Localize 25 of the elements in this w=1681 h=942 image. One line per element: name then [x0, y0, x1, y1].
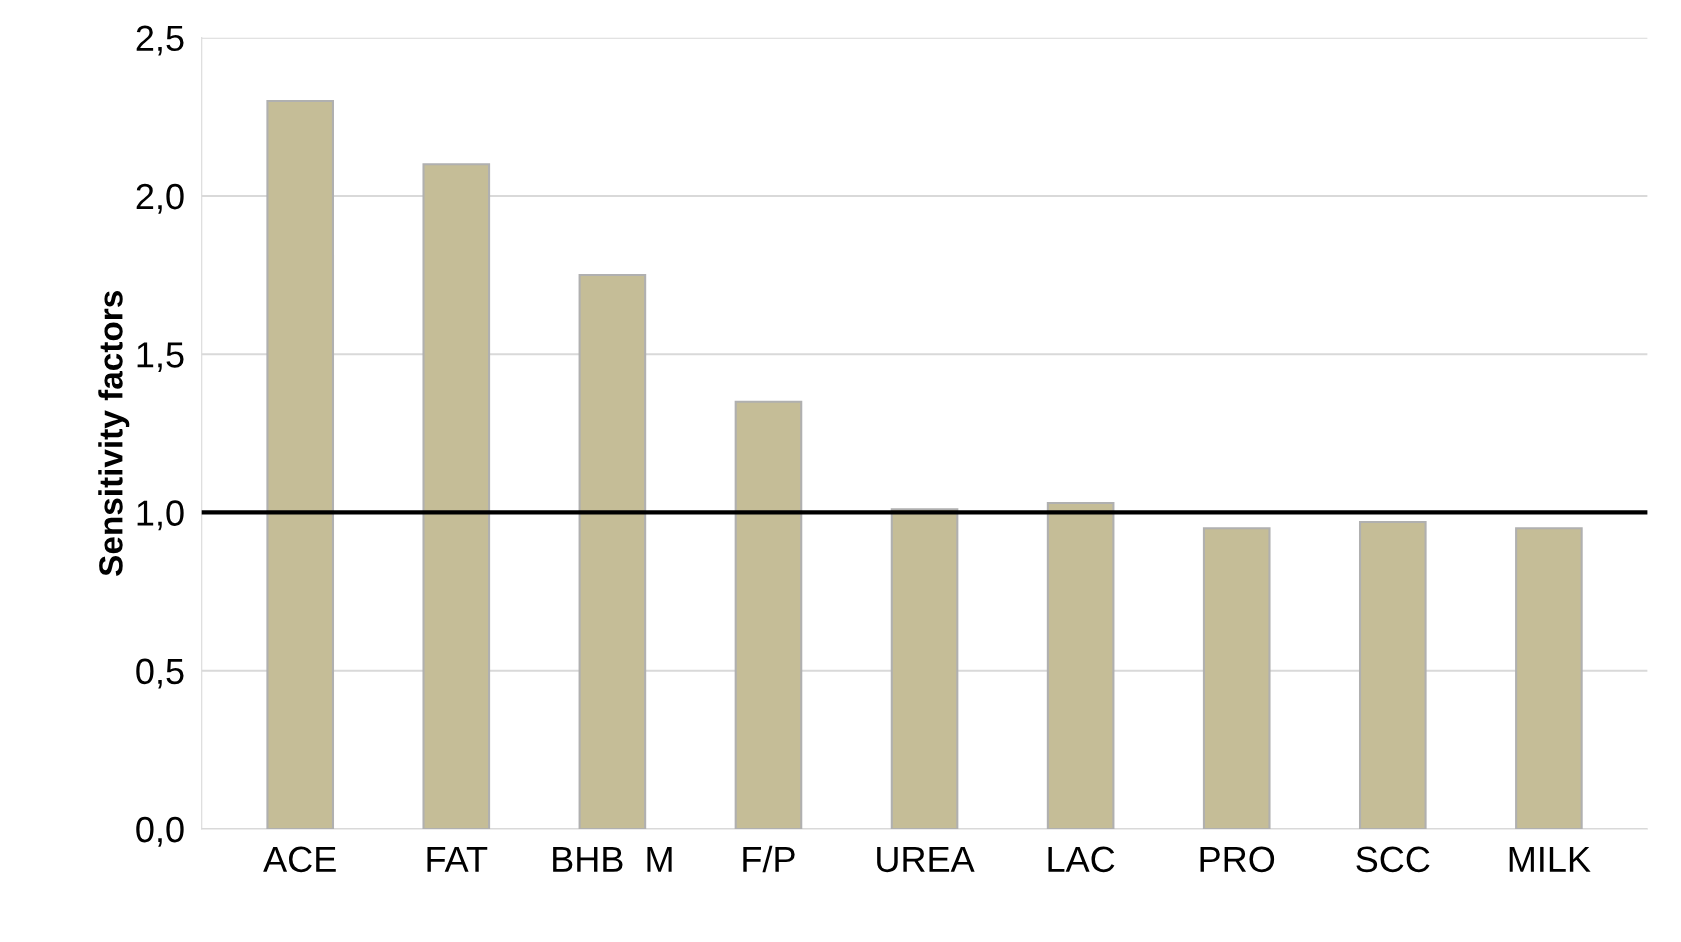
bar [1358, 520, 1427, 829]
x-tick-label: ACE [263, 846, 336, 873]
bar [890, 508, 959, 829]
bar [734, 400, 803, 829]
y-tick-label: 0,0 [136, 816, 184, 847]
y-axis-title: Sensitivity factors [98, 291, 130, 576]
bar [1202, 527, 1271, 829]
bar [266, 99, 335, 829]
x-tick-label: FAT [427, 846, 488, 872]
y-tick-label: 2,0 [136, 183, 184, 214]
y-tick-label: 1,5 [137, 342, 184, 372]
x-tick-label: SCC [1356, 846, 1430, 873]
x-tick-label: PRO [1200, 846, 1275, 873]
y-tick-label: 1,0 [137, 500, 184, 531]
x-tick-label: F/P [743, 845, 795, 873]
y-tick-label: 2,5 [136, 25, 184, 56]
bar [422, 163, 491, 829]
y-tick-label: 0,5 [136, 658, 184, 689]
x-tick-label: BHB M [553, 846, 672, 872]
bar [1515, 527, 1583, 829]
x-tick-label: UREA [877, 846, 975, 873]
bar [1046, 501, 1115, 829]
x-tick-label: LAC [1048, 846, 1115, 873]
x-tick-label: MILK [1509, 846, 1591, 872]
bar [578, 274, 647, 829]
